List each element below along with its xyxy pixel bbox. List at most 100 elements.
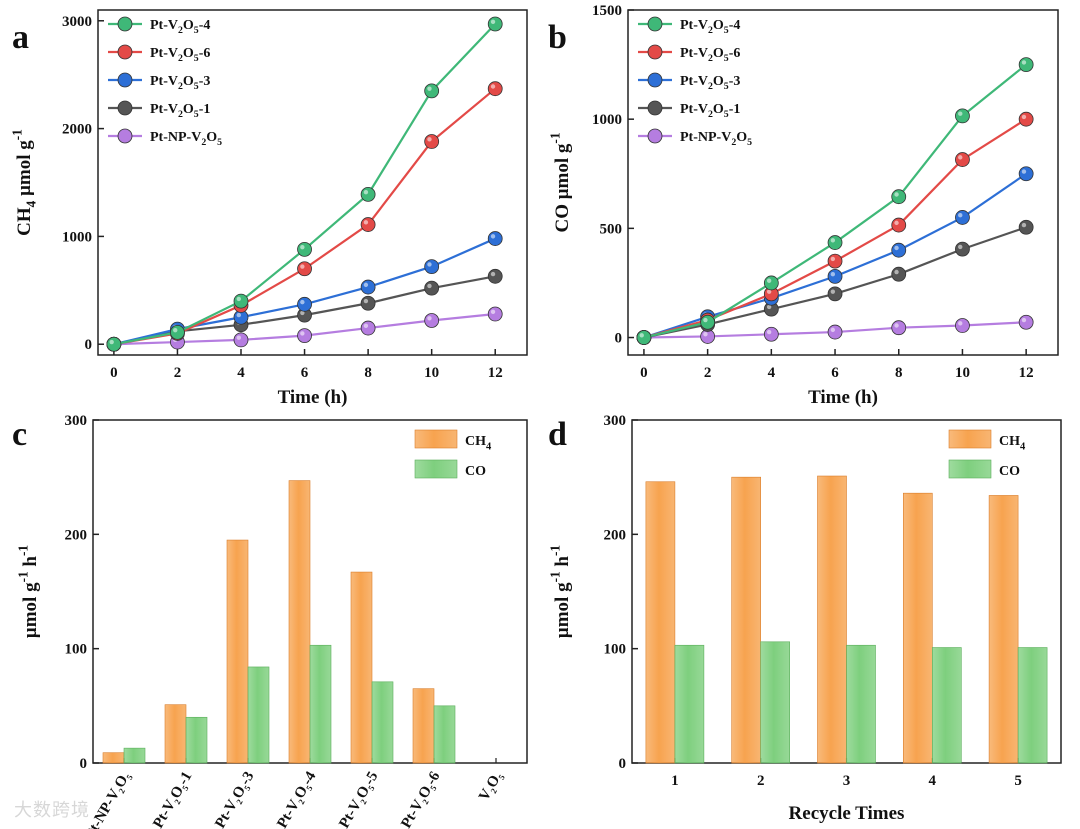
legend-swatch xyxy=(414,459,458,479)
legend-label: CH4 xyxy=(465,434,492,453)
data-point xyxy=(891,242,907,258)
bar xyxy=(931,647,962,764)
bar xyxy=(288,480,311,764)
y-tick-label: 200 xyxy=(604,527,627,543)
data-point-highlight xyxy=(958,111,963,116)
data-point xyxy=(827,286,843,302)
y-tick-label: 1000 xyxy=(62,229,92,245)
data-point xyxy=(763,326,779,342)
panel-letter: d xyxy=(548,416,567,453)
data-point-highlight xyxy=(766,278,772,283)
x-tick-label: 2 xyxy=(704,365,712,381)
x-tick-label: 12 xyxy=(488,365,503,381)
plot-frame xyxy=(97,9,528,356)
data-point-highlight xyxy=(958,213,963,218)
panel-letter: b xyxy=(548,19,567,56)
legend-swatch xyxy=(948,429,992,449)
data-point-highlight xyxy=(490,234,496,239)
data-point-highlight xyxy=(1021,114,1027,120)
bar xyxy=(164,704,187,764)
bar xyxy=(433,705,456,764)
data-point-highlight xyxy=(363,323,369,329)
data-point xyxy=(487,231,503,246)
data-point-highlight xyxy=(766,329,772,335)
x-axis-label: Time (h) xyxy=(278,387,348,408)
data-point-highlight xyxy=(427,137,432,142)
x-tick-label: 0 xyxy=(110,365,118,381)
data-point-highlight xyxy=(894,245,899,251)
data-point xyxy=(891,217,907,233)
y-tick-label: 0 xyxy=(80,756,88,772)
data-point-highlight xyxy=(173,327,178,333)
data-point-highlight xyxy=(490,19,496,25)
x-tick-label: 8 xyxy=(895,365,903,381)
data-point xyxy=(1018,314,1034,330)
data-point xyxy=(360,217,376,232)
data-point xyxy=(955,210,970,225)
y-axis-label: μmol g-1 h-1 xyxy=(547,545,573,638)
data-point xyxy=(297,296,312,312)
legend-label: CH4 xyxy=(999,434,1026,453)
x-tick-label: Pt-NP-V2O5 xyxy=(82,769,135,829)
y-tick-label: 0 xyxy=(615,331,623,347)
data-point xyxy=(360,295,376,311)
y-tick-label: 100 xyxy=(65,642,88,658)
data-point xyxy=(360,186,376,202)
data-point xyxy=(700,314,716,330)
data-point-highlight xyxy=(894,269,899,275)
data-point-highlight xyxy=(830,271,836,277)
data-point xyxy=(487,268,503,284)
data-point-highlight xyxy=(1021,222,1027,228)
x-tick-label: 8 xyxy=(364,365,372,381)
data-point xyxy=(1018,57,1034,72)
data-point-highlight xyxy=(490,84,496,89)
data-point xyxy=(955,241,970,257)
legend-marker xyxy=(647,16,663,32)
data-point-highlight xyxy=(300,299,305,305)
y-tick-label: 2000 xyxy=(62,122,92,138)
y-axis-label: CH4 μmol g-1 xyxy=(9,129,38,236)
data-point xyxy=(827,253,843,269)
legend-label: Pt-V2O5-6 xyxy=(680,46,740,64)
data-point xyxy=(297,261,312,277)
panel-d: d 0 100 200 300 μmol g-1 h-1 1 2 3 4 5 Recycle Time… xyxy=(547,413,1062,824)
data-point-highlight xyxy=(300,244,305,250)
bar xyxy=(247,666,270,764)
data-point xyxy=(891,189,907,205)
data-point-highlight xyxy=(236,335,241,340)
panel-letter: c xyxy=(12,416,27,453)
x-tick-label: 5 xyxy=(1014,773,1022,789)
legend-swatch xyxy=(414,429,458,449)
data-point xyxy=(487,16,503,32)
data-point-highlight xyxy=(830,256,836,262)
data-point-highlight xyxy=(703,317,708,323)
data-point xyxy=(233,293,249,309)
x-tick-label: Pt-V2O5-5 xyxy=(336,769,383,829)
plot-frame xyxy=(627,9,1059,356)
panel-b: b 0 500 1000 1500 CO μmol g-1 0 2 4 6 8 10 12 Time (h… xyxy=(547,3,1059,408)
bar xyxy=(988,495,1019,764)
data-point xyxy=(424,280,440,296)
x-tick-label: Pt-V2O5-6 xyxy=(398,769,445,829)
data-point xyxy=(636,330,652,345)
x-tick-label: 4 xyxy=(237,365,245,381)
data-point-highlight xyxy=(363,220,369,225)
data-point xyxy=(360,320,376,336)
data-point xyxy=(487,81,503,97)
data-point-highlight xyxy=(894,220,899,226)
data-point-highlight xyxy=(830,289,836,294)
data-point-highlight xyxy=(1021,169,1027,174)
data-point xyxy=(297,328,312,343)
data-point xyxy=(170,324,185,340)
legend-label: Pt-NP-V2O5 xyxy=(680,130,752,148)
data-point xyxy=(1018,111,1034,127)
data-point-highlight xyxy=(894,323,899,328)
data-point-highlight xyxy=(958,155,963,160)
x-tick-label: 12 xyxy=(1019,365,1034,381)
x-tick-label: 10 xyxy=(424,365,439,381)
data-point-highlight xyxy=(766,304,772,310)
y-axis-label: CO μmol g-1 xyxy=(547,133,573,233)
data-point-highlight xyxy=(639,333,644,338)
legend-marker xyxy=(117,72,133,88)
x-tick-label: 4 xyxy=(768,365,776,381)
